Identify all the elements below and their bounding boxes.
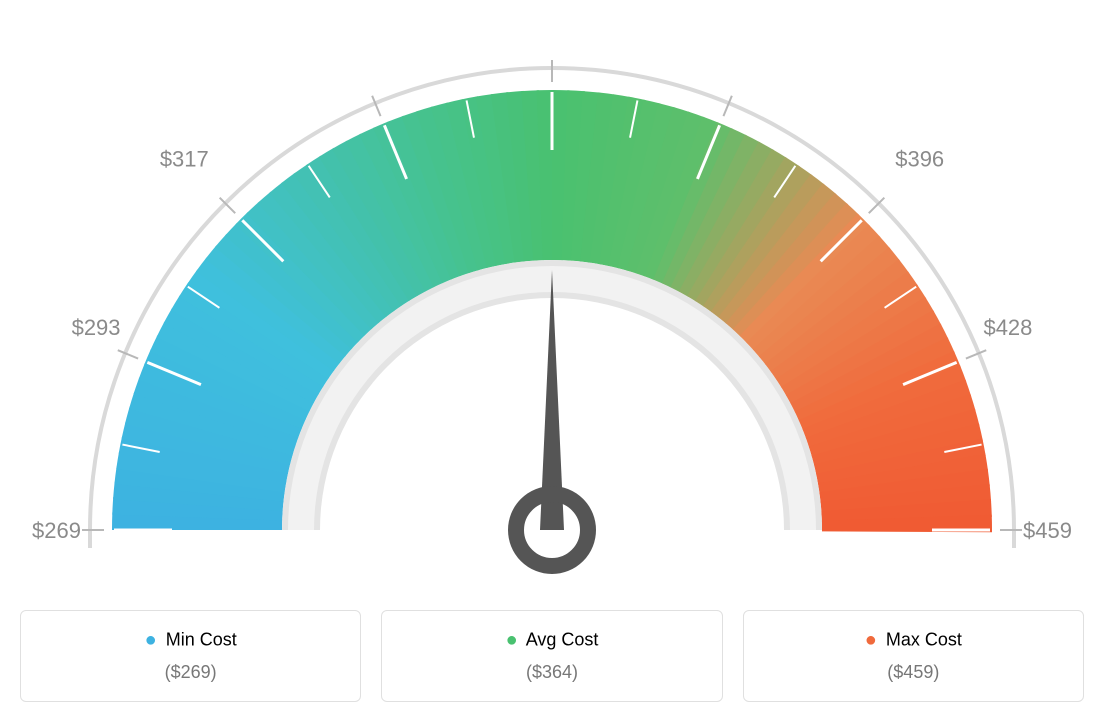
- legend-label: Avg Cost: [526, 629, 599, 649]
- legend-value-max: ($459): [754, 662, 1073, 683]
- gauge-tick-label: $428: [983, 315, 1032, 340]
- gauge-tick-label: $317: [160, 146, 209, 171]
- dot-icon: ●: [506, 629, 518, 651]
- gauge-tick-label: $396: [895, 146, 944, 171]
- legend-title-avg: ● Avg Cost: [392, 629, 711, 652]
- gauge-tick-label: $269: [32, 518, 81, 543]
- legend-label: Min Cost: [166, 629, 237, 649]
- legend-title-max: ● Max Cost: [754, 629, 1073, 652]
- dot-icon: ●: [145, 629, 157, 651]
- legend-card-max: ● Max Cost ($459): [743, 610, 1084, 702]
- gauge-tick-label: $293: [72, 315, 121, 340]
- gauge-tick-label: $459: [1023, 518, 1072, 543]
- gauge-chart: $269$293$317$364$396$428$459: [20, 20, 1084, 580]
- legend-row: ● Min Cost ($269) ● Avg Cost ($364) ● Ma…: [20, 610, 1084, 702]
- gauge-svg: $269$293$317$364$396$428$459: [20, 20, 1084, 575]
- legend-title-min: ● Min Cost: [31, 629, 350, 652]
- legend-label: Max Cost: [886, 629, 962, 649]
- legend-card-avg: ● Avg Cost ($364): [381, 610, 722, 702]
- legend-card-min: ● Min Cost ($269): [20, 610, 361, 702]
- legend-value-min: ($269): [31, 662, 350, 683]
- cost-gauge-widget: $269$293$317$364$396$428$459 ● Min Cost …: [20, 20, 1084, 702]
- dot-icon: ●: [865, 629, 877, 651]
- legend-value-avg: ($364): [392, 662, 711, 683]
